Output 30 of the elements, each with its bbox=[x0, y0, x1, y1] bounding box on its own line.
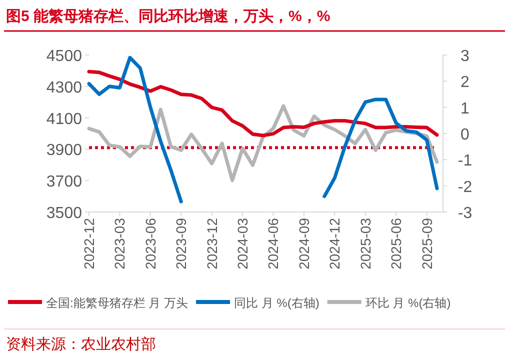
chart-title: 图5 能繁母猪存栏、同比环比增速，万头，%，% bbox=[6, 8, 330, 25]
y-tick-label: 3900 bbox=[46, 142, 82, 160]
y2-tick-label: 3 bbox=[460, 48, 470, 65]
y2-tick-label: 0 bbox=[460, 126, 470, 144]
x-tick-label: 2023-12 bbox=[204, 218, 220, 270]
legend-label: 全国:能繁母猪存栏 月 万头 bbox=[46, 296, 188, 310]
y-tick-label: 4500 bbox=[46, 48, 82, 65]
x-tick-label: 2022-12 bbox=[81, 218, 97, 270]
x-tick-label: 2024-03 bbox=[234, 218, 251, 270]
x-tick-label: 2023-06 bbox=[142, 218, 158, 270]
x-tick-label: 2023-03 bbox=[112, 218, 128, 270]
x-tick-label: 2025-06 bbox=[388, 218, 404, 270]
x-tick-label: 2023-09 bbox=[173, 218, 190, 270]
x-tick-label: 2025-09 bbox=[418, 218, 435, 270]
y2-tick-label: -2 bbox=[458, 178, 472, 196]
y2-tick-label: -1 bbox=[458, 152, 472, 170]
y2-tick-label: 2 bbox=[460, 74, 470, 92]
y2-tick-label: 1 bbox=[460, 100, 470, 118]
x-tick-label: 2024-06 bbox=[265, 218, 282, 270]
x-tick-label: 2024-12 bbox=[326, 218, 343, 270]
y-tick-label: 3500 bbox=[46, 205, 82, 222]
y-tick-label: 4100 bbox=[46, 110, 82, 128]
x-tick-label: 2025-03 bbox=[357, 218, 374, 270]
x-tick-label: 2024-09 bbox=[296, 218, 312, 270]
y-tick-label: 3700 bbox=[46, 174, 82, 191]
y2-tick-label: -3 bbox=[458, 205, 472, 222]
y-tick-label: 4300 bbox=[46, 79, 82, 96]
legend-label: 同比 月 %(右轴) bbox=[234, 296, 320, 310]
legend-label: 环比 月 %(右轴) bbox=[365, 296, 451, 310]
text: 资料来源：农业农村部 bbox=[6, 336, 156, 353]
